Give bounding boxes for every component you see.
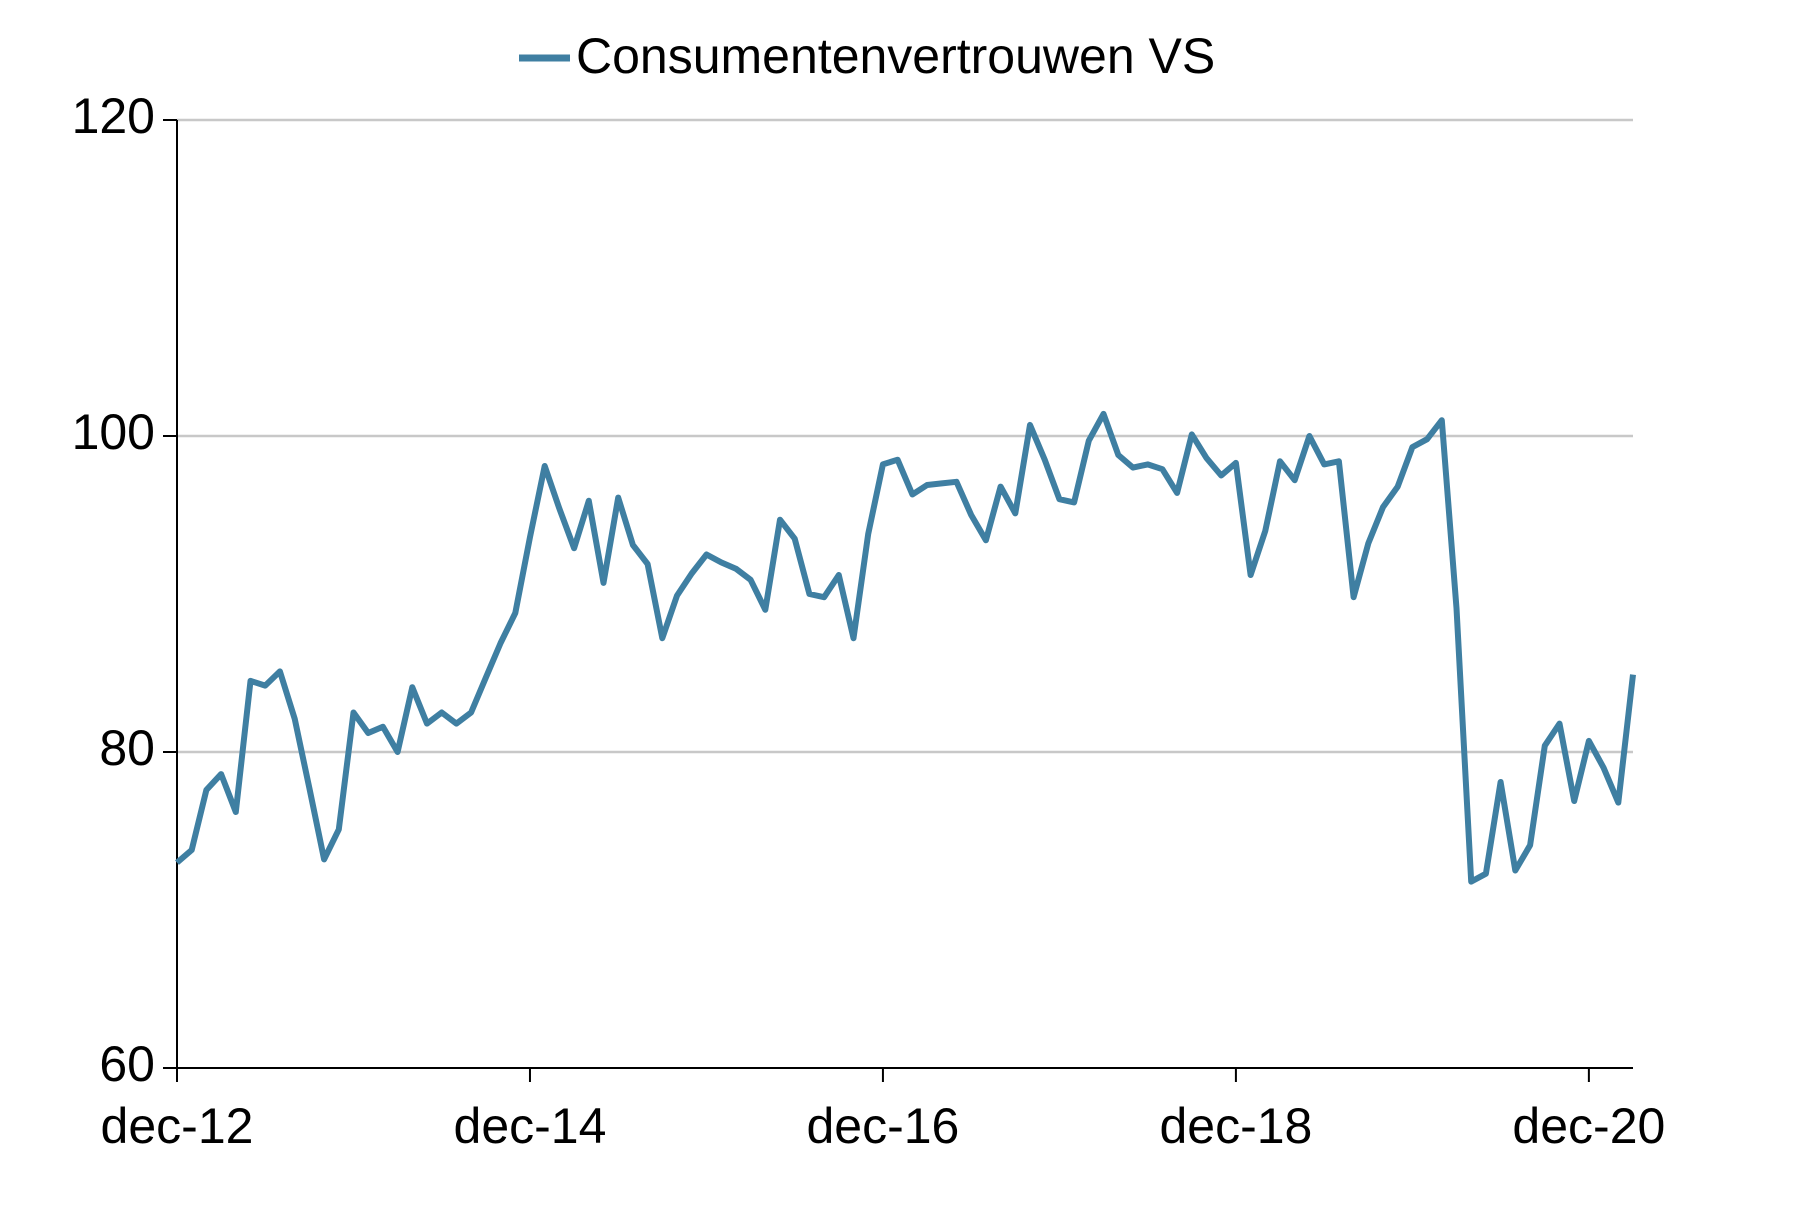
- x-tick-label: dec-14: [454, 1098, 607, 1154]
- x-tick-label: dec-20: [1512, 1098, 1665, 1154]
- y-tick-label: 60: [99, 1036, 155, 1092]
- x-tick-label: dec-16: [806, 1098, 959, 1154]
- legend-label: Consumentenvertrouwen VS: [576, 28, 1215, 84]
- data-line: [175, 410, 1636, 885]
- y-tick-label: 80: [99, 720, 155, 776]
- y-tick-label: 120: [72, 88, 155, 144]
- y-tick-label: 100: [72, 404, 155, 460]
- x-tick-label: dec-12: [101, 1098, 254, 1154]
- x-tick-label: dec-18: [1159, 1098, 1312, 1154]
